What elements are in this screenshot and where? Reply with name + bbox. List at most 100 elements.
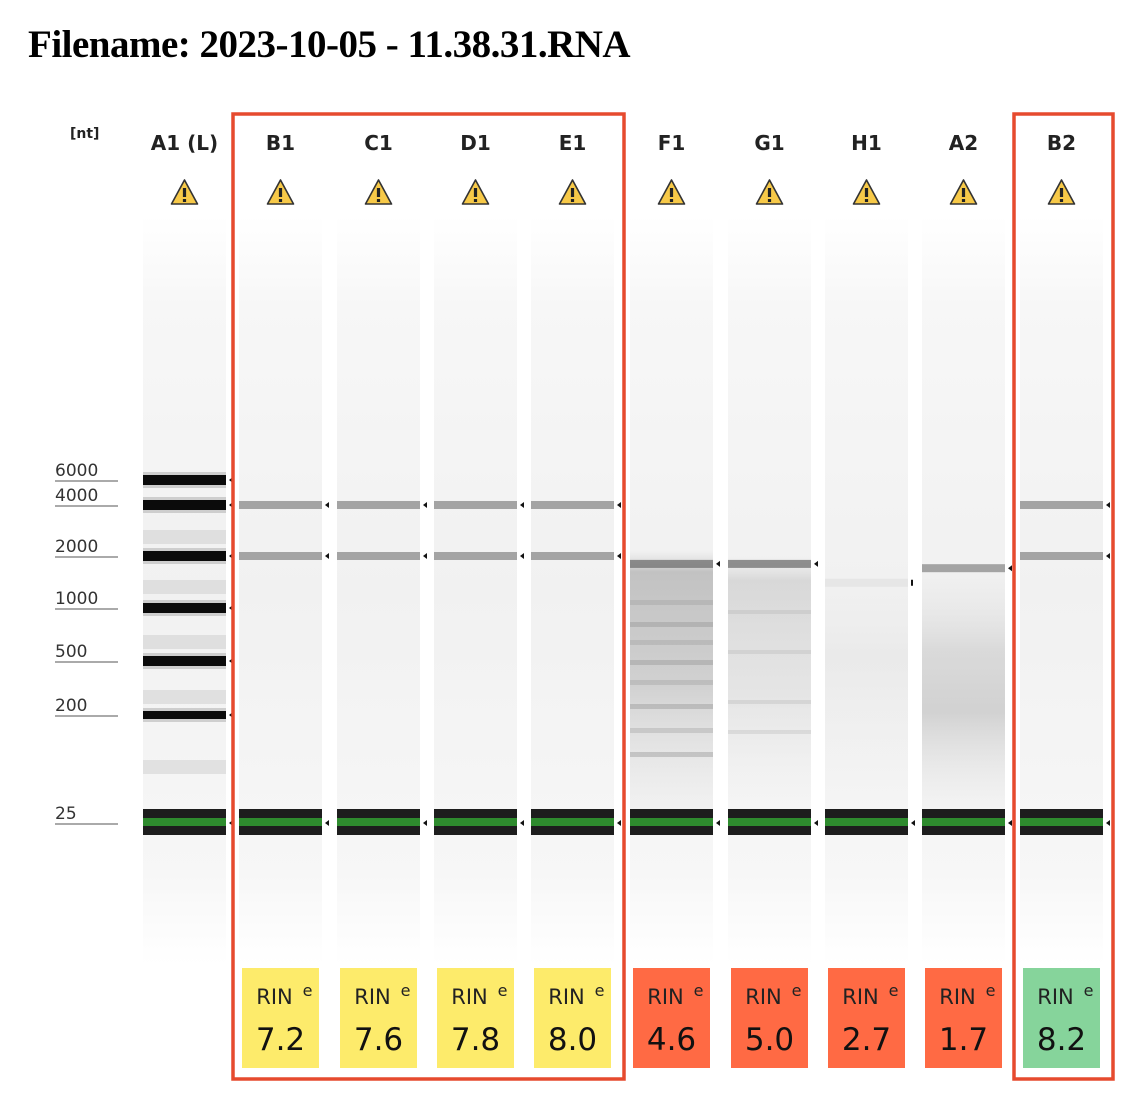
marker-band <box>434 818 517 826</box>
axis-tick: 4000 <box>55 486 118 507</box>
ladder-haze <box>143 690 226 704</box>
highlight-box <box>1012 112 1115 1081</box>
lane-d1: D1 RIN e 7.8 <box>434 131 524 1068</box>
axis-tick: 200 <box>55 696 118 717</box>
peak-marker <box>814 820 818 826</box>
ladder-band <box>143 656 226 666</box>
marker-band <box>1020 818 1103 826</box>
peak-marker <box>325 553 329 559</box>
smear-band <box>728 650 811 654</box>
sample-band <box>1020 552 1103 560</box>
smear-band <box>630 704 713 709</box>
rin-badge: RIN e 4.6 <box>633 968 710 1068</box>
smear <box>922 565 1005 810</box>
marker-band <box>531 818 614 826</box>
sample-band <box>1020 501 1103 509</box>
smear-band <box>630 622 713 627</box>
lane-background <box>1020 215 1103 965</box>
rin-label: RIN <box>939 985 976 1009</box>
warning-icon <box>949 179 978 205</box>
lane-label: D1 <box>460 131 491 155</box>
peak-marker <box>911 820 915 826</box>
lane-label: H1 <box>851 131 882 155</box>
rin-value: 2.7 <box>842 1022 891 1058</box>
lane-h1: H1 RIN e 2.7 <box>825 131 915 1068</box>
axis-tick-label: 25 <box>55 804 77 824</box>
axis-tick: 6000 <box>55 461 118 482</box>
marker-band <box>825 818 908 826</box>
ladder-band-halo <box>143 548 226 564</box>
lane-label: B1 <box>266 131 295 155</box>
axis-tick-label: 500 <box>55 642 87 662</box>
axis-tick-label: 1000 <box>55 589 98 609</box>
smear-band <box>630 600 713 605</box>
rin-superscript: e <box>792 981 802 1000</box>
ladder-band-halo <box>143 708 226 722</box>
ladder-band <box>143 500 226 510</box>
peak-marker <box>1106 820 1110 826</box>
peak-marker <box>1106 553 1110 559</box>
warning-icon <box>461 179 490 205</box>
smear-band <box>630 640 713 645</box>
peak-marker <box>911 579 913 586</box>
marker-band <box>337 818 420 826</box>
warning-icon <box>558 179 587 205</box>
axis-tick: 500 <box>55 642 118 663</box>
rin-value: 8.2 <box>1037 1022 1086 1058</box>
rin-badge-background <box>242 968 319 1068</box>
rin-badge: RIN e 2.7 <box>828 968 905 1068</box>
axis-tick-label: 6000 <box>55 461 98 481</box>
lane-b2: B2 RIN e 8.2 <box>1020 131 1110 1068</box>
sample-band <box>728 559 811 568</box>
peak-marker <box>716 820 720 826</box>
rin-label: RIN <box>548 985 585 1009</box>
rin-badge-background <box>437 968 514 1068</box>
peak-marker <box>1106 502 1110 508</box>
rin-superscript: e <box>1084 981 1094 1000</box>
smear-band <box>630 660 713 665</box>
peak-marker <box>423 553 427 559</box>
ladder-band <box>143 603 226 613</box>
marker-band <box>239 818 322 826</box>
peak-marker <box>325 820 329 826</box>
lane-label: A2 <box>949 131 978 155</box>
smear-band <box>728 700 811 704</box>
peak-marker <box>1008 565 1012 572</box>
rin-value: 4.6 <box>647 1022 696 1058</box>
lane-label: G1 <box>754 131 784 155</box>
warning-icon <box>852 179 881 205</box>
marker-band <box>143 818 226 826</box>
warning-icon <box>170 179 199 205</box>
lane-f1: F1 RIN e 4.6 <box>630 131 720 1068</box>
warning-icon <box>266 179 295 205</box>
smear-band <box>728 730 811 734</box>
ladder-band <box>143 551 226 561</box>
rin-badge-background <box>1023 968 1100 1068</box>
rin-label: RIN <box>451 985 488 1009</box>
rin-value: 5.0 <box>745 1022 794 1058</box>
rin-label: RIN <box>647 985 684 1009</box>
rin-badge: RIN e 7.8 <box>437 968 514 1068</box>
rin-badge-background <box>731 968 808 1068</box>
rin-label: RIN <box>354 985 391 1009</box>
smear-band <box>630 752 713 757</box>
peak-marker <box>814 560 818 567</box>
marker-band <box>630 818 713 826</box>
peak-marker <box>520 820 524 826</box>
ladder-haze <box>143 580 226 594</box>
sample-band <box>434 552 517 560</box>
peak-marker <box>423 502 427 508</box>
peak-marker <box>617 553 621 559</box>
sample-band <box>630 559 713 568</box>
lane-label: E1 <box>559 131 587 155</box>
warning-icon <box>364 179 393 205</box>
rin-superscript: e <box>303 981 313 1000</box>
peak-marker <box>617 820 621 826</box>
rin-value: 7.2 <box>256 1022 305 1058</box>
rin-badge-background <box>340 968 417 1068</box>
rin-superscript: e <box>889 981 899 1000</box>
rin-badge-background <box>633 968 710 1068</box>
sample-band <box>922 564 1005 573</box>
rin-superscript: e <box>595 981 605 1000</box>
rin-badge-background <box>925 968 1002 1068</box>
